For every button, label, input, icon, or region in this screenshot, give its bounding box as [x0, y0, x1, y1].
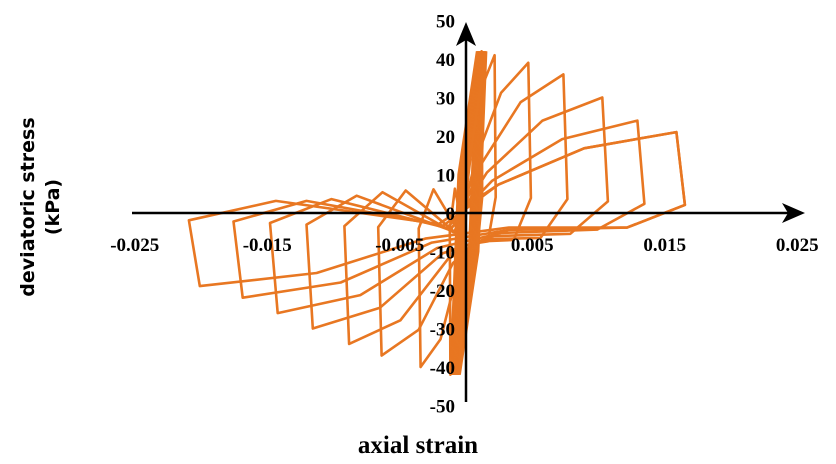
y-tick-label: -30 — [430, 320, 455, 341]
y-tick-label: -10 — [430, 243, 455, 264]
x-tick-label: 0.015 — [643, 235, 686, 256]
y-axis-arrowhead — [456, 22, 476, 46]
y-tick-label: 10 — [436, 166, 455, 187]
hysteresis-loop-8 — [187, 130, 687, 288]
hysteresis-loop-6 — [268, 119, 646, 315]
y-tick-label: 20 — [436, 127, 455, 148]
y-tick-label: -20 — [430, 281, 455, 302]
x-tick-label: 0.005 — [511, 235, 554, 256]
x-tick-label: -0.015 — [243, 235, 292, 256]
y-axis-label-line-1: deviatoric stress — [17, 117, 39, 296]
hysteresis-curve-group — [187, 50, 687, 376]
y-tick-label: 40 — [436, 50, 455, 71]
x-tick-label: -0.005 — [375, 235, 424, 256]
y-tick-label: -40 — [430, 358, 455, 379]
y-tick-label: -50 — [430, 397, 455, 418]
x-tick-label: -0.025 — [110, 235, 159, 256]
hysteresis-loop-5 — [305, 96, 610, 330]
y-tick-labels: 50 40 30 20 10 0 -10 -20 -30 -40 -50 — [430, 12, 455, 418]
x-tick-labels: -0.025 -0.015 -0.005 0.005 0.015 0.025 — [110, 235, 818, 256]
y-tick-label: 0 — [446, 204, 456, 225]
y-tick-label: 30 — [436, 89, 455, 110]
y-axis-label: deviatoric stress (kPa) — [17, 117, 64, 296]
x-tick-label: 0.025 — [776, 235, 819, 256]
axes — [132, 22, 805, 402]
x-axis-label: axial strain — [358, 432, 478, 459]
x-axis-arrowhead — [782, 203, 805, 223]
y-tick-label: 50 — [436, 12, 455, 33]
y-axis-label-line-2: (kPa) — [42, 179, 64, 235]
